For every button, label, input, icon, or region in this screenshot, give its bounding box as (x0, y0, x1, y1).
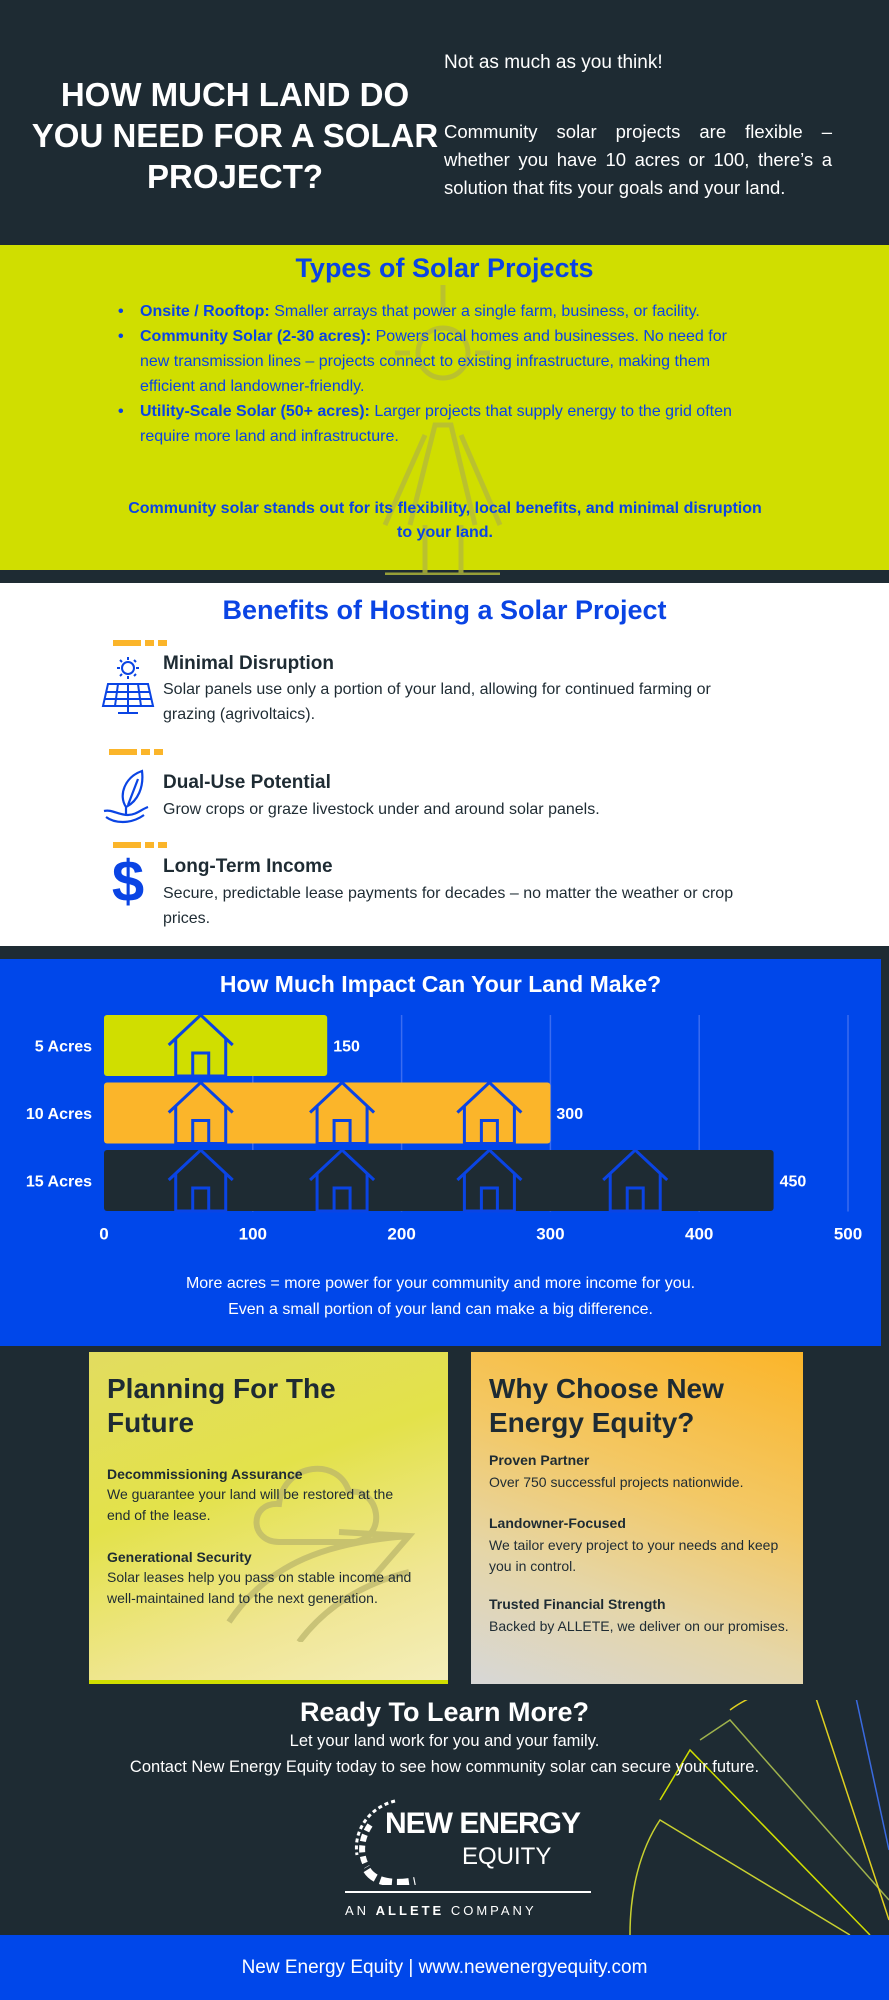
cta-title: Ready To Learn More? (299, 1697, 590, 1727)
category-label: 10 Acres (26, 1106, 92, 1123)
card-item-text: We tailor every project to your needs an… (489, 1537, 779, 1574)
category-label: 15 Acres (26, 1174, 92, 1191)
solar-panel-icon (101, 657, 155, 714)
sun-rays-decoration (629, 1700, 889, 1935)
list-item: Onsite / Rooftop: Smaller arrays that po… (118, 299, 760, 324)
planning-title: Planning For The Future (107, 1373, 336, 1438)
list-item: Utility-Scale Solar (50+ acres): Larger … (118, 399, 760, 449)
bar (104, 1015, 328, 1076)
logo-divider (345, 1891, 591, 1893)
data-label: 450 (780, 1174, 807, 1191)
house-icon (167, 1080, 234, 1145)
x-tick-label: 400 (685, 1225, 713, 1244)
card-item-title: Generational Security (107, 1549, 252, 1565)
intro-paragraph: Community solar projects are flexible – … (444, 121, 832, 198)
caption-line: More acres = more power for your communi… (185, 1275, 696, 1292)
category-label: 5 Acres (35, 1039, 92, 1056)
benefits-section: Benefits of Hosting a Solar Project Mini… (0, 583, 889, 946)
chart-title: How Much Impact Can Your Land Make? (219, 971, 662, 997)
footer: New Energy Equity | www.newenergyequity.… (0, 1935, 889, 2000)
types-section: Types of Solar Projects Onsite / Rooftop… (0, 245, 889, 575)
card-item-text: Solar leases help you pass on stable inc… (107, 1569, 412, 1606)
house-icon (309, 1080, 376, 1145)
list-item: Community Solar (2-30 acres): Powers loc… (118, 324, 760, 399)
accent-dash (109, 749, 167, 755)
plant-in-hand-icon (103, 769, 149, 824)
benefit-title: Minimal Disruption (163, 653, 334, 674)
benefit-text: Secure, predictable lease payments for d… (163, 885, 734, 927)
data-label: 150 (333, 1039, 360, 1056)
types-list: Onsite / Rooftop: Smaller arrays that po… (118, 299, 760, 449)
dollar-icon: $ (111, 849, 145, 914)
house-icon (456, 1147, 523, 1213)
benefit-text: Solar panels use only a portion of your … (163, 681, 711, 723)
impact-chart: 0 100 200 300 400 500 5 Acres 150 10 Acres 300 15 … (26, 1012, 862, 1244)
company-logo: NEW ENERGY EQUITY AN ALLETE COMPANY (345, 1795, 595, 1925)
header-section: HOW MUCH LAND DO YOU NEED FOR A SOLAR PR… (0, 0, 889, 243)
why-title: Why Choose New Energy Equity? (489, 1373, 724, 1438)
cloud-arrow-watermark-icon (226, 1465, 416, 1642)
page-title: HOW MUCH LAND DO YOU NEED FOR A SOLAR PR… (31, 76, 439, 195)
caption-line: Even a small portion of your land can ma… (228, 1301, 653, 1318)
chart-caption: More acres = more power for your communi… (0, 1271, 881, 1323)
benefit-text: Grow crops or graze livestock under and … (163, 801, 600, 818)
x-tick-label: 200 (387, 1225, 415, 1244)
types-title: Types of Solar Projects (295, 253, 594, 283)
bar (104, 1082, 551, 1144)
benefit-title: Long-Term Income (163, 856, 333, 877)
x-tick-label: 300 (536, 1225, 564, 1244)
types-note: Community solar stands out for its flexi… (128, 500, 762, 541)
x-tick-label: 500 (834, 1225, 862, 1244)
accent-dash (113, 640, 171, 646)
tagline: Not as much as you think! (444, 52, 663, 73)
logo-text: EQUITY (462, 1843, 552, 1870)
house-icon (167, 1147, 234, 1213)
logo-mark-icon (354, 1799, 416, 1885)
x-tick-label: 0 (99, 1225, 108, 1244)
impact-chart-section: 0 100 200 300 400 500 5 Acres 150 10 Acres 300 15 … (0, 959, 881, 1346)
accent-dash (113, 842, 171, 848)
benefits-title: Benefits of Hosting a Solar Project (222, 595, 667, 625)
card-item-text: Backed by ALLETE, we deliver on our prom… (489, 1618, 789, 1634)
x-tick-label: 100 (239, 1225, 267, 1244)
card-item-title: Decommissioning Assurance (107, 1466, 303, 1482)
bar (104, 1150, 774, 1211)
card-item-text: Over 750 successful projects nationwide. (489, 1474, 744, 1490)
card-item-text: We guarantee your land will be restored … (107, 1486, 394, 1523)
house-icon (602, 1147, 669, 1213)
cta-line: Let your land work for you and your fami… (289, 1732, 600, 1750)
cta-line: Contact New Energy Equity today to see h… (129, 1758, 760, 1776)
benefit-title: Dual-Use Potential (163, 772, 331, 793)
house-icon (167, 1012, 234, 1078)
house-icon (456, 1080, 523, 1145)
planning-card: Planning For The Future Decommissioning … (89, 1352, 448, 1684)
logo-subtitle: AN ALLETE COMPANY (345, 1903, 537, 1918)
card-item-title: Proven Partner (489, 1452, 590, 1468)
logo-text: NEW ENERGY (385, 1807, 581, 1840)
card-item-title: Trusted Financial Strength (489, 1596, 666, 1612)
house-icon (309, 1147, 376, 1213)
why-card: Why Choose New Energy Equity? Proven Par… (471, 1352, 803, 1684)
data-label: 300 (556, 1106, 583, 1123)
card-item-title: Landowner-Focused (489, 1515, 626, 1531)
